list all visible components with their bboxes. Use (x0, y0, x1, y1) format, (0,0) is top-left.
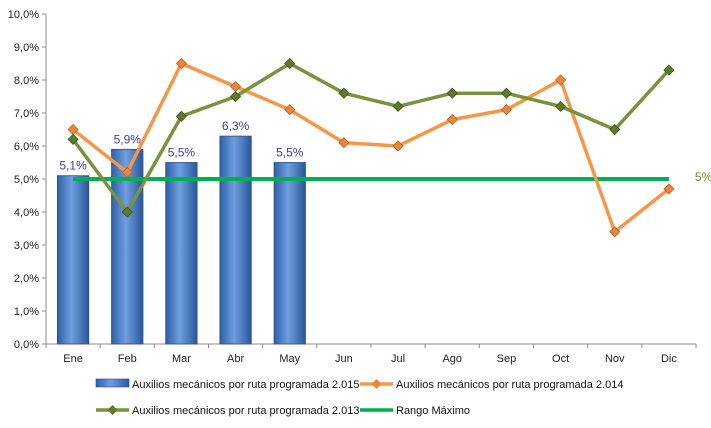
marker-2013-Jun (338, 87, 350, 99)
marker-2014-Jun (338, 137, 350, 149)
axis-layer: 0,0% 1,0% 2,0% 3,0% 4,0% 5,0% 6,0% 7,0% 8,0% 9,0%… (8, 9, 697, 365)
x-tick-label: Jul (391, 353, 405, 365)
bar-data-label: 5,1% (59, 159, 87, 173)
line-2014 (71, 61, 671, 234)
marker-2013-Ene (67, 133, 79, 145)
legend-item: Rango Máximo (360, 405, 470, 417)
marker-2014-Sep (500, 104, 512, 116)
bar-data-label: 5,5% (276, 146, 304, 160)
bar-2015-Mar (165, 162, 198, 345)
marker-2013-Abr (230, 90, 242, 103)
bar-data-label: 5,9% (114, 132, 142, 146)
marker-2013-Sep (500, 87, 512, 99)
x-tick-label: Abr (227, 353, 244, 365)
marker-2013-Dic (663, 64, 675, 76)
legend-item: Auxilios mecánicos por ruta programada 2… (95, 378, 359, 391)
y-tick-label: 8,0% (14, 75, 39, 87)
marker-2013-May (284, 57, 296, 70)
x-tick-label: Ago (442, 353, 462, 365)
marker-2014-Jul (392, 140, 404, 152)
marker-2014-Oct (555, 74, 567, 86)
bar-data-label: 5,5% (168, 146, 196, 160)
marker-2014-Abr (230, 81, 242, 93)
legend-swatch-marker (371, 379, 382, 389)
y-tick-label: 5,0% (14, 174, 39, 186)
legend: Auxilios mecánicos por ruta programada 2… (95, 378, 623, 417)
bar-data-label: 6,3% (222, 119, 250, 133)
legend-swatch-marker (107, 405, 118, 415)
legend-label: Auxilios mecánicos por ruta programada 2… (132, 405, 359, 417)
marker-2014-Dic (663, 183, 675, 195)
y-tick-label: 4,0% (14, 207, 39, 219)
legend-swatch-bar (95, 378, 130, 388)
bar-2015-Feb (111, 148, 144, 345)
y-tick-label: 10,0% (8, 9, 39, 21)
line-2013 (71, 61, 671, 214)
y-tick-label: 0,0% (14, 339, 39, 351)
label-layer: 5,1% 5,9% 5,5% 6,3% 5,5% 5% (59, 119, 711, 184)
x-tick-label: Oct (552, 353, 569, 365)
marker-2014-Ago (446, 114, 458, 126)
marker-2013-Feb (121, 206, 133, 218)
x-tick-label: Jun (335, 353, 353, 365)
legend-label: Auxilios mecánicos por ruta programada 2… (396, 379, 623, 391)
x-tick-label: May (279, 353, 300, 365)
marker-2014-May (284, 104, 296, 116)
x-tick-label: Feb (118, 353, 137, 365)
marker-2014-Nov (609, 226, 621, 238)
y-tick-label: 2,0% (14, 273, 39, 285)
y-tick-label: 9,0% (14, 42, 39, 54)
legend-label: Rango Máximo (396, 405, 470, 417)
line-layer (67, 57, 675, 238)
marker-2014-Mar (175, 57, 187, 70)
x-tick-label: Sep (497, 353, 517, 365)
bar-layer (56, 135, 306, 345)
x-tick-label: Ene (63, 353, 83, 365)
marker-2013-Ago (446, 87, 458, 99)
x-tick-label: Nov (605, 353, 625, 365)
bar-2015-May (273, 162, 306, 345)
y-tick-label: 3,0% (14, 240, 39, 252)
marker-2013-Oct (555, 100, 567, 112)
y-tick-label: 6,0% (14, 141, 39, 153)
marker-2013-Jul (392, 100, 404, 112)
bar-2015-Ene (56, 175, 90, 345)
x-tick-label: Mar (172, 353, 191, 365)
rango-maximo-label: 5% (695, 170, 711, 184)
x-tick-label: Dic (661, 353, 677, 365)
marker-2013-Nov (609, 123, 621, 136)
marker-2014-Feb (121, 166, 133, 178)
bar-2015-Abr (219, 135, 252, 345)
y-tick-label: 7,0% (14, 108, 39, 120)
marker-2013-Mar (175, 110, 187, 122)
legend-item: Auxilios mecánicos por ruta programada 2… (360, 379, 623, 391)
legend-item: Auxilios mecánicos por ruta programada 2… (96, 405, 359, 417)
legend-label: Auxilios mecánicos por ruta programada 2… (132, 379, 359, 391)
y-tick-label: 1,0% (14, 306, 39, 318)
